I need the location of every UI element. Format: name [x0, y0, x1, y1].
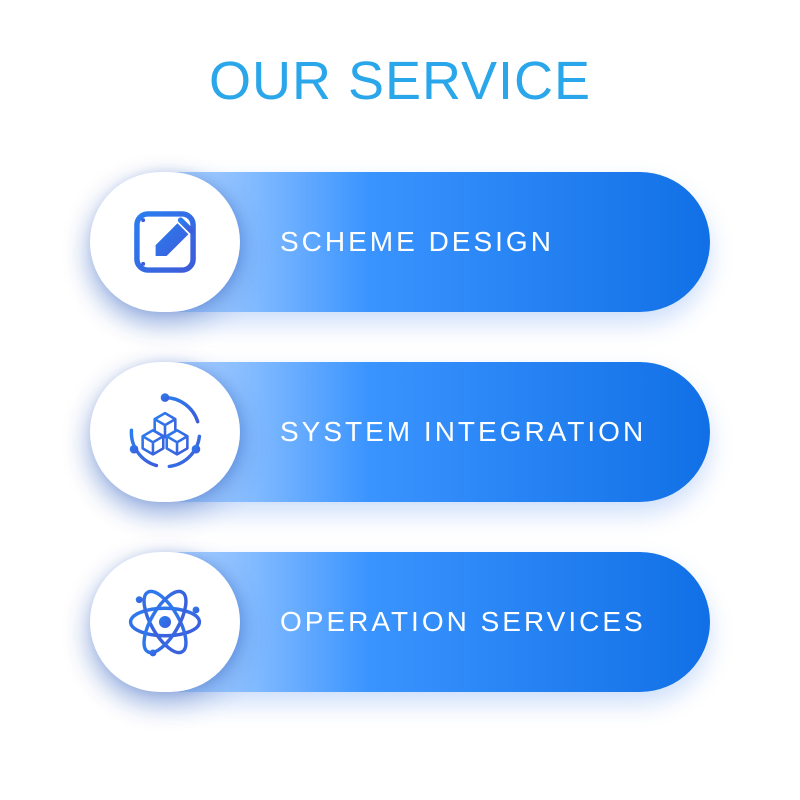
service-label: OPERATION SERVICES: [240, 606, 710, 638]
service-item-system-integration: SYSTEM INTEGRATION: [90, 362, 710, 502]
service-item-scheme-design: SCHEME DESIGN: [90, 172, 710, 312]
cubes-orbit-icon: [122, 389, 208, 475]
icon-badge: [90, 552, 240, 692]
service-label: SYSTEM INTEGRATION: [240, 416, 710, 448]
icon-badge: [90, 172, 240, 312]
service-list: SCHEME DESIGN: [90, 172, 710, 692]
atom-icon: [122, 579, 208, 665]
service-label: SCHEME DESIGN: [240, 226, 710, 258]
service-item-operation-services: OPERATION SERVICES: [90, 552, 710, 692]
icon-badge: [90, 362, 240, 502]
edit-square-icon: [126, 203, 204, 281]
page-title: OUR SERVICE: [209, 50, 591, 112]
